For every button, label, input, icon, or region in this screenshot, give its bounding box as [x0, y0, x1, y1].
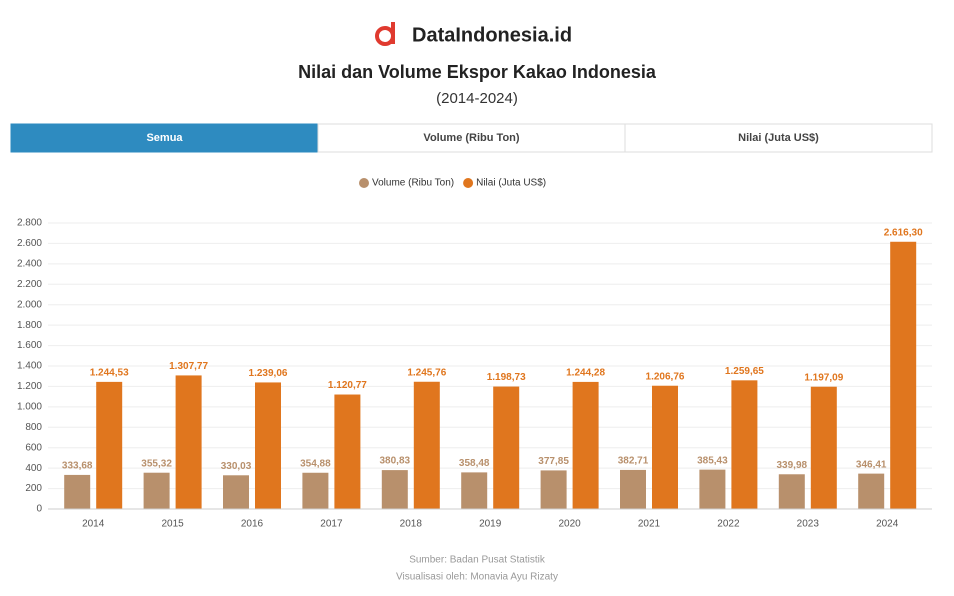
legend-label: Nilai (Juta US$) [476, 178, 546, 189]
y-tick-label: 1.600 [17, 340, 42, 351]
bar [890, 241, 917, 509]
value-label: 339,98 [777, 460, 808, 471]
value-label: 1.206,76 [646, 371, 685, 382]
legend-marker [463, 178, 474, 188]
bar [778, 474, 805, 509]
value-label: 330,03 [221, 461, 252, 472]
value-label: 355,32 [141, 458, 172, 469]
x-tick-label: 2024 [876, 519, 899, 530]
bar [143, 472, 170, 509]
x-tick-label: 2015 [161, 519, 184, 530]
value-label: 358,48 [459, 458, 490, 469]
y-tick-label: 200 [25, 483, 42, 494]
value-label: 354,88 [300, 458, 331, 469]
bar [64, 474, 91, 509]
value-label: 1.307,77 [169, 361, 208, 372]
value-label: 2.616,30 [884, 227, 923, 238]
x-tick-label: 2020 [558, 519, 581, 530]
value-label: 380,83 [380, 456, 411, 467]
x-tick-label: 2021 [638, 519, 661, 530]
x-tick-label: 2018 [400, 519, 423, 530]
logo-icon [391, 22, 395, 44]
value-label: 1.239,06 [249, 368, 288, 379]
y-tick-label: 2.800 [17, 218, 42, 229]
value-label: 1.198,73 [487, 372, 526, 383]
bar [572, 381, 599, 509]
bar [175, 375, 202, 509]
logo [375, 22, 395, 46]
tab[interactable] [624, 123, 933, 153]
bar [731, 380, 758, 509]
y-tick-label: 2.600 [17, 238, 42, 249]
x-tick-label: 2023 [797, 519, 820, 530]
bar [96, 381, 123, 509]
y-tick-label: 1.800 [17, 320, 42, 331]
chart-subtitle: (2014-2024) [436, 90, 518, 107]
x-tick-label: 2014 [82, 519, 105, 530]
bar [255, 382, 281, 509]
source: Sumber: Badan Pusat Statistik [409, 555, 546, 566]
bar [858, 473, 885, 509]
legend-marker [359, 178, 369, 188]
value-label: 1.259,65 [725, 366, 764, 377]
x-tick-label: 2016 [241, 519, 264, 530]
value-label: 1.120,77 [328, 380, 367, 391]
y-tick-label: 400 [25, 463, 42, 474]
y-tick-label: 1.000 [17, 401, 42, 412]
x-tick-label: 2017 [320, 519, 343, 530]
y-tick-label: 0 [36, 504, 42, 515]
bar [413, 381, 440, 509]
bar [810, 386, 837, 509]
chart-title: Nilai dan Volume Ekspor Kakao Indonesia [298, 62, 657, 82]
legend-label: Volume (Ribu Ton) [372, 178, 454, 189]
value-label: 382,71 [618, 456, 649, 467]
y-tick-label: 800 [25, 422, 42, 433]
y-tick-label: 600 [25, 442, 42, 453]
brand: DataIndonesia.id [412, 24, 572, 46]
value-label: 346,41 [856, 459, 887, 470]
x-tick-label: 2022 [717, 519, 740, 530]
bar [334, 394, 361, 509]
y-tick-label: 1.200 [17, 381, 42, 392]
tab-label[interactable]: Semua [146, 132, 183, 144]
credit: Visualisasi oleh: Monavia Ayu Rizaty [396, 572, 558, 583]
tab-label[interactable]: Volume (Ribu Ton) [423, 132, 519, 144]
value-label: 1.244,28 [566, 368, 605, 379]
x-tick-label: 2019 [479, 519, 502, 530]
y-tick-label: 2.200 [17, 279, 42, 290]
logo-icon [375, 26, 395, 46]
value-label: 1.244,53 [90, 368, 129, 379]
bar [493, 386, 520, 509]
value-label: 377,85 [538, 456, 569, 467]
value-label: 385,43 [697, 455, 728, 466]
value-label: 1.245,76 [407, 367, 446, 378]
y-tick-label: 2.000 [17, 299, 42, 310]
y-tick-label: 1.400 [17, 361, 42, 372]
bar [223, 475, 249, 509]
bar [620, 469, 646, 509]
tab[interactable] [317, 123, 626, 153]
tab-label[interactable]: Nilai (Juta US$) [738, 132, 819, 144]
value-label: 1.197,09 [804, 372, 843, 383]
y-tick-label: 2.400 [17, 258, 42, 269]
tab[interactable] [10, 123, 319, 153]
bar [461, 472, 488, 509]
bar [652, 385, 678, 509]
bar [302, 472, 329, 509]
bar [699, 469, 726, 509]
bar [381, 470, 408, 509]
bar [540, 470, 567, 509]
value-label: 333,68 [62, 461, 93, 472]
